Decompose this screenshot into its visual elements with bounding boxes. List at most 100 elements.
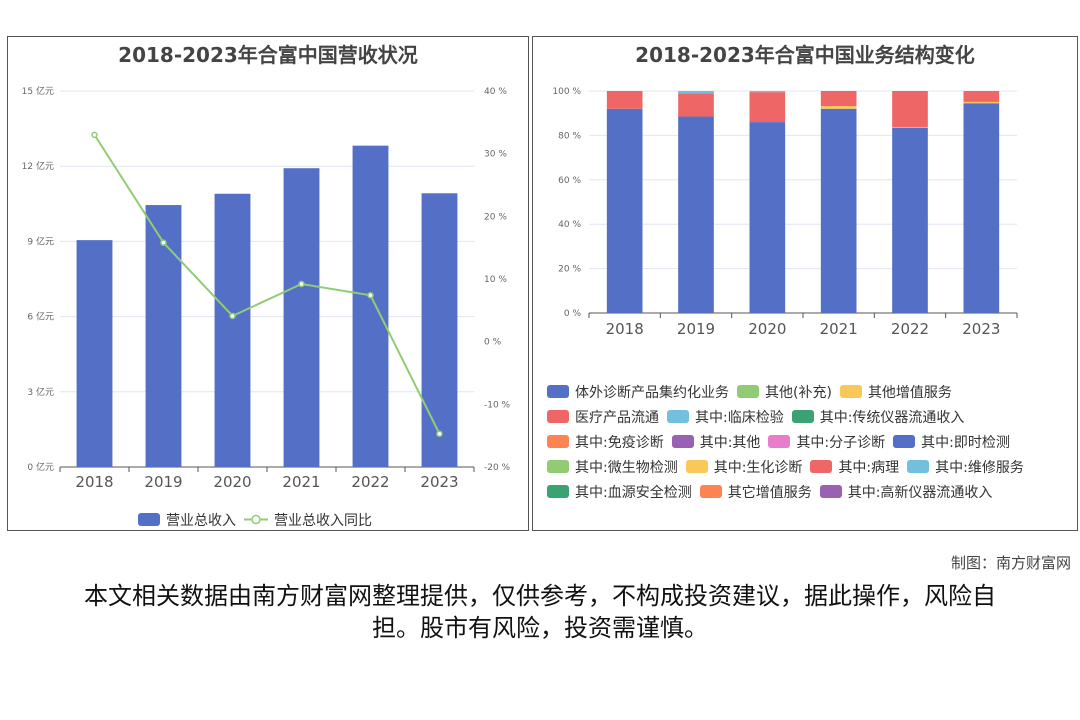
legend-swatch	[547, 385, 569, 398]
stacked-bar-segment	[963, 91, 1000, 102]
y-left-tick-label: 12 亿元	[22, 160, 54, 172]
legend-swatch	[819, 485, 842, 498]
legend-swatch	[547, 435, 569, 448]
revenue-chart-legend: 营业总收入 营业总收入同比	[138, 507, 380, 532]
y-left-tick-label: 15 亿元	[22, 85, 54, 97]
stacked-bar-segment	[820, 91, 857, 107]
revenue-chart: 0 亿元 3 亿元 6 亿元 9 亿元 12 亿元 15 亿元 -20 % -10 % 0 % 1…	[22, 85, 511, 491]
legend-item[interactable]: 其中:分子诊断	[768, 429, 885, 454]
yoy-point	[229, 312, 236, 320]
legend-item[interactable]: 其中:免疫诊断	[547, 429, 664, 454]
revenue-bar	[76, 240, 113, 467]
legend-item[interactable]: 其中:生化诊断	[685, 454, 803, 479]
y-tick-label: 80 %	[558, 131, 581, 141]
y-left-tick-label: 9 亿元	[27, 235, 54, 247]
x-tick-label: 2023	[420, 473, 458, 491]
legend-swatch	[667, 410, 689, 423]
legend-item[interactable]: 营业总收入	[138, 507, 236, 532]
legend-swatch	[907, 460, 930, 473]
legend-label: 其中:其他	[699, 434, 761, 451]
disclaimer-text: 本文相关数据由南方财富网整理提供，仅供参考，不构成投资建议，据此操作，风险自担。…	[84, 582, 996, 642]
legend-label: 其中:高新仪器流通收入	[847, 484, 993, 501]
legend-swatch	[791, 410, 814, 423]
legend-swatch	[737, 385, 759, 398]
legend-label: 其中:传统仪器流通收入	[819, 409, 965, 426]
legend-label: 体外诊断产品集约化业务	[575, 384, 729, 401]
x-tick-label: 2021	[820, 320, 858, 338]
legend-item[interactable]: 其中:临床检验	[667, 404, 784, 429]
legend-label: 其他(补充)	[765, 384, 832, 401]
legend-swatch	[547, 410, 569, 423]
legend-item[interactable]: 其他增值服务	[839, 379, 952, 404]
legend-item[interactable]: 其中:其他	[671, 429, 761, 454]
yoy-point	[367, 292, 374, 299]
x-tick-label: 2019	[144, 473, 182, 491]
yoy-point	[91, 131, 98, 139]
stacked-bar-segment	[963, 103, 1000, 314]
revenue-chart-panel: 2018-2023年合富中国营收状况 0 亿元 3 亿元 6 亿元 9 亿元 12 亿元…	[7, 36, 529, 531]
y-tick-label: 20 %	[558, 265, 581, 275]
legend-label: 其中:微生物检测	[575, 459, 678, 476]
stacked-bar-segment	[606, 91, 643, 109]
stacked-bar-segment	[820, 106, 857, 109]
x-tick-label: 2021	[282, 473, 320, 491]
y-tick-label: 40 %	[558, 220, 581, 230]
revenue-bar	[145, 205, 182, 467]
stacked-bar-segment	[892, 91, 928, 127]
legend-swatch	[138, 513, 160, 526]
y-left-tick-label: 6 亿元	[27, 311, 54, 323]
revenue-bar	[421, 193, 458, 467]
y-right-tick-label: -20 %	[484, 463, 511, 473]
stacked-bar-segment	[678, 116, 714, 313]
x-tick-label: 2023	[962, 320, 1000, 338]
legend-item[interactable]: 其中:病理	[810, 454, 899, 479]
y-right-tick-label: -10 %	[484, 400, 511, 410]
legend-item[interactable]: 其它增值服务	[699, 479, 812, 504]
legend-item[interactable]: 其中:维修服务	[907, 454, 1024, 479]
y-right-tick-label: 30 %	[484, 150, 507, 160]
y-tick-label: 0 %	[564, 309, 582, 319]
stacked-bar-segment	[749, 91, 786, 93]
revenue-bar	[352, 145, 389, 467]
yoy-point	[298, 280, 305, 288]
legend-label: 其中:即时检测	[921, 434, 1010, 451]
legend-item[interactable]: 其中:微生物检测	[547, 454, 678, 479]
legend-label: 其他增值服务	[867, 384, 952, 401]
legend-swatch	[547, 485, 569, 498]
x-tick-label: 2022	[891, 320, 929, 338]
legend-swatch	[839, 385, 862, 398]
legend-label: 其中:维修服务	[935, 459, 1024, 476]
legend-item[interactable]: 其中:即时检测	[893, 429, 1010, 454]
legend-label: 营业总收入同比	[274, 512, 372, 529]
legend-label: 医疗产品流通	[575, 409, 659, 426]
revenue-bar	[283, 168, 320, 468]
yoy-point	[160, 239, 167, 246]
y-right-tick-label: 40 %	[484, 87, 507, 97]
legend-label: 其中:生化诊断	[713, 459, 803, 476]
y-left-tick-label: 3 亿元	[27, 386, 54, 398]
legend-swatch	[685, 460, 708, 473]
y-tick-label: 100 %	[552, 87, 581, 97]
legend-item[interactable]: 其他(补充)	[737, 379, 832, 404]
yoy-point	[436, 430, 443, 438]
legend-swatch	[810, 460, 833, 473]
y-right-tick-label: 10 %	[484, 275, 507, 285]
legend-item[interactable]: 医疗产品流通	[547, 404, 659, 429]
structure-chart-legend: 体外诊断产品集约化业务 其他(补充) 其他增值服务医疗产品流通 其中:临床检验 其中:传…	[547, 379, 1072, 504]
legend-label: 其中:临床检验	[695, 409, 784, 426]
x-tick-label: 2018	[606, 320, 644, 338]
legend-item[interactable]: 体外诊断产品集约化业务	[547, 379, 729, 404]
legend-item[interactable]: 其中:传统仪器流通收入	[791, 404, 965, 429]
legend-label: 其中:免疫诊断	[575, 434, 664, 451]
x-tick-label: 2020	[213, 473, 251, 491]
structure-chart-title: 2018-2023年合富中国业务结构变化	[635, 43, 975, 67]
x-tick-label: 2022	[351, 473, 389, 491]
legend-item[interactable]: 其中:血源安全检测	[547, 479, 692, 504]
x-tick-label: 2020	[748, 320, 786, 338]
yoy-line	[93, 134, 441, 435]
legend-swatch	[699, 485, 722, 498]
legend-item[interactable]: 其中:高新仪器流通收入	[819, 479, 993, 504]
structure-chart: 0 % 20 % 40 % 60 % 80 % 100 % 2018 2019 2020 2021…	[552, 87, 1018, 338]
legend-swatch	[893, 435, 916, 448]
legend-item[interactable]: 营业总收入同比	[244, 507, 372, 532]
